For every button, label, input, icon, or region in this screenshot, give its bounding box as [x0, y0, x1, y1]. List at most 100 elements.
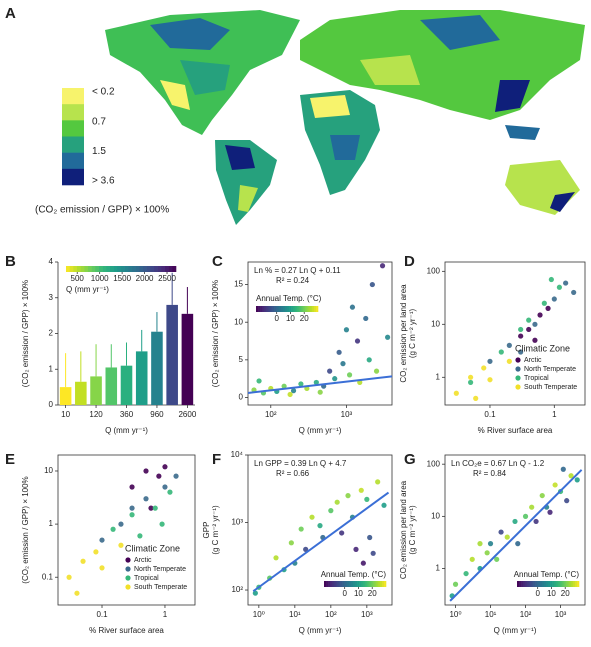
point — [118, 521, 124, 527]
colorbar-cell — [99, 266, 103, 272]
colorbar-cell — [365, 581, 368, 587]
sa-patch — [225, 145, 255, 170]
colorbar-cell — [328, 581, 331, 587]
colorbar-cell — [535, 581, 538, 587]
colorbar-cell — [305, 306, 308, 312]
point — [477, 541, 483, 547]
point — [487, 541, 494, 547]
point — [529, 504, 535, 510]
bar — [105, 367, 118, 405]
x-tick-label: 10⁰ — [449, 610, 461, 619]
colorbar-cell — [574, 581, 578, 587]
colorbar-cell — [274, 306, 277, 312]
x-axis-label: Q (mm yr⁻¹) — [105, 426, 148, 435]
point — [506, 342, 512, 348]
fit-line — [247, 375, 393, 394]
colorbar-cell — [128, 266, 133, 272]
point — [346, 372, 353, 378]
y-axis-label: CO₂ emission per land area — [399, 480, 408, 579]
point — [143, 496, 149, 502]
point — [364, 496, 370, 502]
colorbar-cell — [541, 581, 545, 587]
point — [487, 358, 493, 364]
point — [93, 549, 99, 555]
colorbar-cell — [381, 581, 385, 587]
point — [298, 526, 304, 532]
point — [360, 560, 366, 566]
legend-label: < 0.2 — [92, 87, 115, 98]
colorbar-cell — [519, 581, 522, 587]
colorbar-cell — [324, 581, 327, 587]
colorbar-cell — [77, 266, 81, 272]
y-tick-label: 2 — [49, 329, 54, 338]
point — [556, 284, 562, 290]
point — [484, 550, 490, 556]
colorbar-cell — [517, 581, 520, 587]
colorbar-cell — [91, 266, 96, 272]
eu-patch-3 — [495, 80, 530, 112]
colorbar-cell — [106, 266, 111, 272]
colorbar-cell — [340, 581, 343, 587]
point — [545, 305, 551, 311]
point — [469, 556, 475, 562]
colorbar-cell — [562, 581, 565, 587]
colorbar-tick-label: 20 — [368, 589, 377, 598]
colorbar-cell — [135, 266, 140, 272]
point — [358, 487, 364, 493]
colorbar-tick-label: 20 — [561, 589, 570, 598]
point — [156, 473, 162, 479]
colorbar-cell — [539, 581, 543, 587]
point — [518, 333, 524, 339]
bar — [120, 365, 133, 405]
colorbar-cell — [313, 306, 317, 312]
x-tick-label: 10 — [61, 410, 70, 419]
legend-marker — [515, 384, 521, 390]
plot-frame — [247, 261, 393, 406]
point — [468, 379, 474, 386]
colorbar-tick-label: 10 — [354, 589, 363, 598]
af-patch-2 — [330, 135, 360, 160]
colorbar-cell — [262, 306, 265, 312]
legend-swatch — [62, 168, 84, 186]
colorbar-cell — [348, 581, 352, 587]
point — [80, 558, 86, 564]
colorbar-cell — [334, 581, 337, 587]
legend-label: Arctic — [134, 557, 152, 564]
colorbar-cell — [377, 581, 381, 587]
x-axis-label: % River surface area — [478, 426, 553, 435]
colorbar-cell — [550, 581, 553, 587]
colorbar-title: Annual Temp. (°C) — [514, 570, 580, 579]
point — [162, 464, 168, 470]
colorbar-title: Annual Temp. (°C) — [256, 294, 322, 303]
point — [551, 296, 557, 302]
point — [526, 326, 532, 333]
annotation: R² = 0.84 — [473, 469, 507, 478]
colorbar-cell — [270, 306, 273, 312]
colorbar-cell — [258, 306, 261, 312]
y-tick-label: 4 — [49, 257, 54, 266]
colorbar-tick-label: 0 — [342, 589, 347, 598]
point — [375, 479, 381, 485]
x-tick-label: 360 — [120, 410, 134, 419]
x-tick-label: 10¹ — [485, 610, 497, 619]
colorbar-cell — [157, 266, 162, 272]
colorbar-tick-label: 1500 — [113, 274, 131, 283]
y-tick-label: 5 — [239, 355, 244, 364]
na-patch-3 — [160, 80, 190, 110]
point — [518, 326, 524, 333]
colorbar-cell — [132, 266, 136, 272]
point — [173, 473, 179, 479]
point — [370, 550, 376, 556]
x-tick-label: 1 — [163, 610, 168, 619]
bar — [75, 381, 87, 405]
colorbar-cell — [373, 581, 376, 587]
point — [373, 368, 380, 374]
colorbar-cell — [260, 306, 263, 312]
colorbar-cell — [525, 581, 528, 587]
point — [281, 383, 287, 389]
colorbar-cell — [531, 581, 534, 587]
point — [143, 468, 149, 474]
point — [487, 377, 493, 383]
colorbar-cell — [352, 581, 356, 587]
